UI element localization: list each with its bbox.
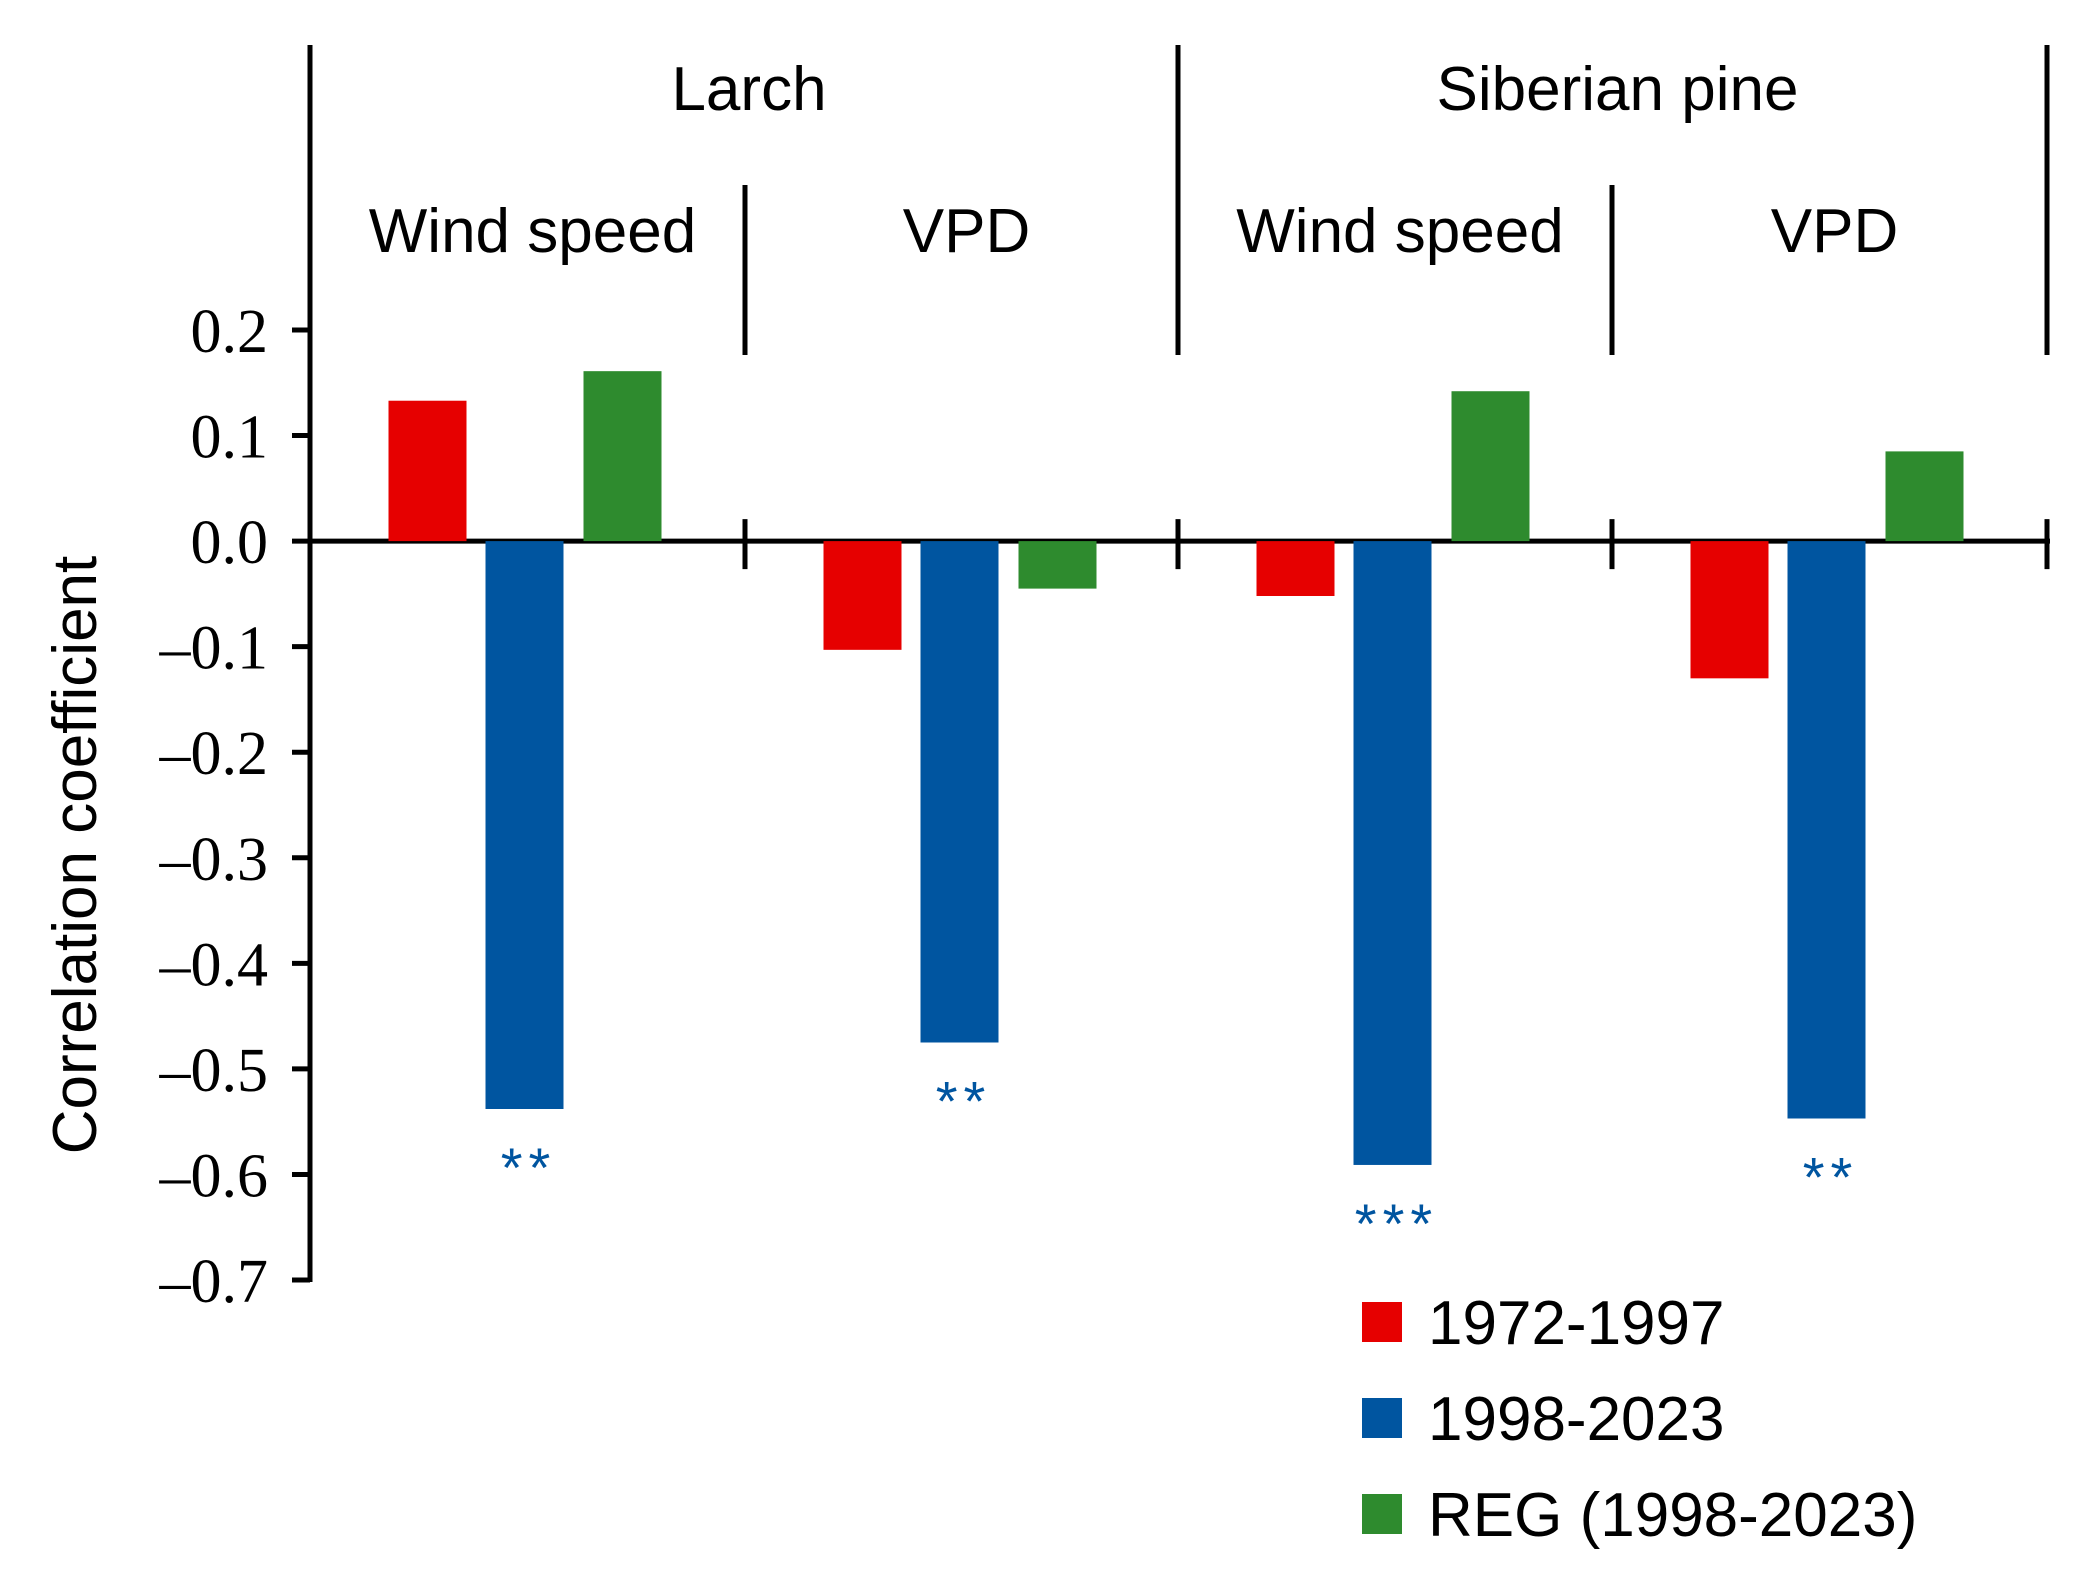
- group-label: Siberian pine: [1437, 55, 1799, 124]
- significance-marker: **: [1803, 1146, 1859, 1209]
- significance-marker: ***: [1355, 1192, 1438, 1255]
- significance-marker: **: [936, 1070, 992, 1133]
- bar: [1018, 541, 1097, 589]
- bar: [1885, 451, 1964, 542]
- category-header: Larch Siberian pine Wind speed VPD Wind spee…: [307, 45, 2050, 355]
- y-tick-label: –0.4: [159, 931, 269, 999]
- category-label: Wind speed: [369, 197, 696, 266]
- y-tick-label: –0.1: [159, 615, 269, 683]
- y-tick-label: –0.5: [159, 1037, 269, 1105]
- bar: [1690, 541, 1769, 679]
- y-axis-label: Correlation coefficient: [41, 556, 110, 1155]
- category-label: VPD: [1771, 197, 1898, 266]
- group-label: Larch: [671, 55, 826, 124]
- category-label: Wind speed: [1236, 197, 1563, 266]
- legend-swatch: [1362, 1302, 1402, 1342]
- legend-label: 1998-2023: [1428, 1385, 1725, 1454]
- legend: 1972-1997 1998-2023 REG (1998-2023): [1362, 1289, 1917, 1550]
- bar: [583, 371, 662, 542]
- bar: [1256, 541, 1335, 596]
- bars: [388, 371, 1964, 1165]
- bar: [1787, 541, 1866, 1119]
- y-tick-label: –0.2: [159, 720, 269, 788]
- significance-marker: **: [501, 1136, 557, 1199]
- legend-swatch: [1362, 1494, 1402, 1534]
- legend-label: 1972-1997: [1428, 1289, 1725, 1358]
- y-tick-label: 0.0: [191, 509, 269, 577]
- y-tick-label: 0.2: [191, 298, 269, 366]
- bar: [823, 541, 902, 650]
- y-tick-label: –0.6: [159, 1142, 269, 1210]
- bar: [485, 541, 564, 1109]
- bar: [920, 541, 999, 1043]
- category-label: VPD: [903, 197, 1030, 266]
- bar: [1353, 541, 1432, 1165]
- bar: [1451, 391, 1530, 542]
- y-tick-label: 0.1: [191, 404, 269, 472]
- legend-label: REG (1998-2023): [1428, 1481, 1917, 1550]
- significance-markers: *********: [501, 1070, 1859, 1255]
- y-tick-label: –0.3: [159, 826, 269, 894]
- y-tick-label: –0.7: [159, 1248, 269, 1316]
- legend-swatch: [1362, 1398, 1402, 1438]
- bar: [388, 400, 467, 542]
